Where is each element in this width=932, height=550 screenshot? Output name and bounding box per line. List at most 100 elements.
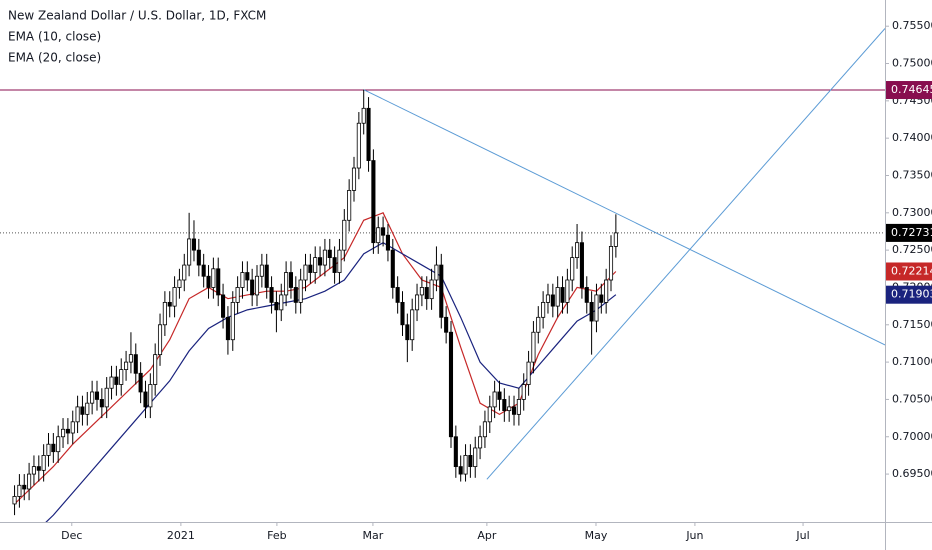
candle-body — [65, 428, 70, 434]
candle-body — [308, 264, 313, 273]
candle-body — [318, 257, 323, 266]
candle-body — [434, 264, 439, 281]
ema-value-label-bg — [886, 285, 932, 304]
candle-body — [143, 391, 148, 408]
candle-body — [225, 316, 230, 341]
x-tick-label: May — [585, 529, 608, 542]
x-tick-label: Jul — [795, 529, 809, 542]
candle-body — [419, 287, 424, 296]
candle-body — [371, 160, 376, 244]
candle-body — [254, 275, 260, 296]
candle-body — [31, 466, 36, 475]
candle-body — [453, 436, 458, 468]
candle-body — [492, 391, 497, 408]
candle-body — [313, 257, 318, 273]
candle-body — [187, 238, 192, 266]
candle-body — [46, 443, 51, 456]
candle-body — [555, 287, 560, 307]
candle-body — [274, 301, 279, 311]
trendline — [363, 89, 885, 346]
hline-label: 0.74645 — [891, 83, 932, 96]
hline-label-bg — [886, 81, 932, 100]
candle-body — [410, 309, 415, 341]
candle-body — [390, 249, 395, 288]
candle-body — [594, 294, 599, 322]
candle-body — [114, 376, 119, 385]
x-tick-label: Dec — [61, 529, 82, 542]
candle-body — [521, 384, 526, 400]
candle-body — [604, 279, 609, 303]
candle-body — [75, 406, 80, 423]
candle-body — [599, 294, 604, 303]
candle-body — [366, 107, 371, 161]
candle-body — [473, 447, 478, 468]
candle-body — [541, 301, 546, 318]
candle-body — [99, 399, 104, 408]
last-price-label: 0.72731 — [891, 226, 932, 239]
candle-body — [201, 264, 206, 277]
candle-body — [90, 391, 95, 404]
candle-body — [458, 466, 463, 475]
x-tick-label: 2021 — [167, 529, 195, 542]
candle-body — [589, 301, 594, 322]
candle-body — [516, 399, 521, 415]
candle-body — [444, 316, 449, 333]
candle-body — [60, 428, 66, 438]
candle-body — [579, 242, 584, 288]
legend-entry: EMA (10, close) — [8, 30, 101, 44]
ema-line — [45, 241, 617, 522]
candle-body — [395, 287, 400, 303]
candle-body — [531, 331, 536, 363]
candle-body — [342, 219, 347, 251]
candle-body — [36, 466, 41, 471]
candle-body — [196, 249, 201, 266]
candle-body — [191, 238, 197, 251]
candle-body — [104, 387, 109, 408]
candle-body — [182, 264, 187, 281]
candle-body — [424, 287, 429, 300]
candle-body — [269, 287, 274, 303]
candle-body — [157, 324, 163, 356]
candle-body — [51, 443, 56, 453]
candle-body — [327, 249, 332, 259]
candle-body — [22, 484, 27, 490]
candle-body — [565, 279, 570, 303]
candle-body — [162, 301, 167, 326]
plot-area — [0, 28, 885, 522]
candle-body — [575, 242, 580, 259]
candle-body — [264, 264, 269, 288]
candle-body — [429, 279, 434, 300]
candle-body — [119, 369, 124, 385]
candle-body — [230, 301, 235, 341]
candle-body — [351, 167, 357, 191]
candle-body — [250, 279, 255, 296]
candle-body — [608, 246, 614, 281]
candle-body — [507, 406, 512, 412]
candle-body — [279, 294, 284, 311]
candle-body — [153, 354, 158, 385]
candle-body — [56, 436, 61, 453]
candle-body — [138, 372, 143, 393]
candle-body — [124, 361, 129, 370]
trendline — [486, 28, 885, 480]
candle-body — [584, 287, 589, 303]
candle-body — [385, 234, 390, 251]
x-tick-label: Apr — [477, 529, 497, 542]
candle-body — [80, 406, 85, 415]
candle-body — [133, 354, 138, 374]
x-tick-label: Mar — [363, 529, 384, 542]
chart-title: New Zealand Dollar / U.S. Dollar, 1D, FX… — [8, 9, 266, 23]
candle-body — [400, 301, 405, 326]
candle-body — [240, 272, 245, 288]
candle-body — [560, 287, 565, 303]
candle-body — [550, 294, 555, 307]
candle-body — [511, 406, 517, 415]
